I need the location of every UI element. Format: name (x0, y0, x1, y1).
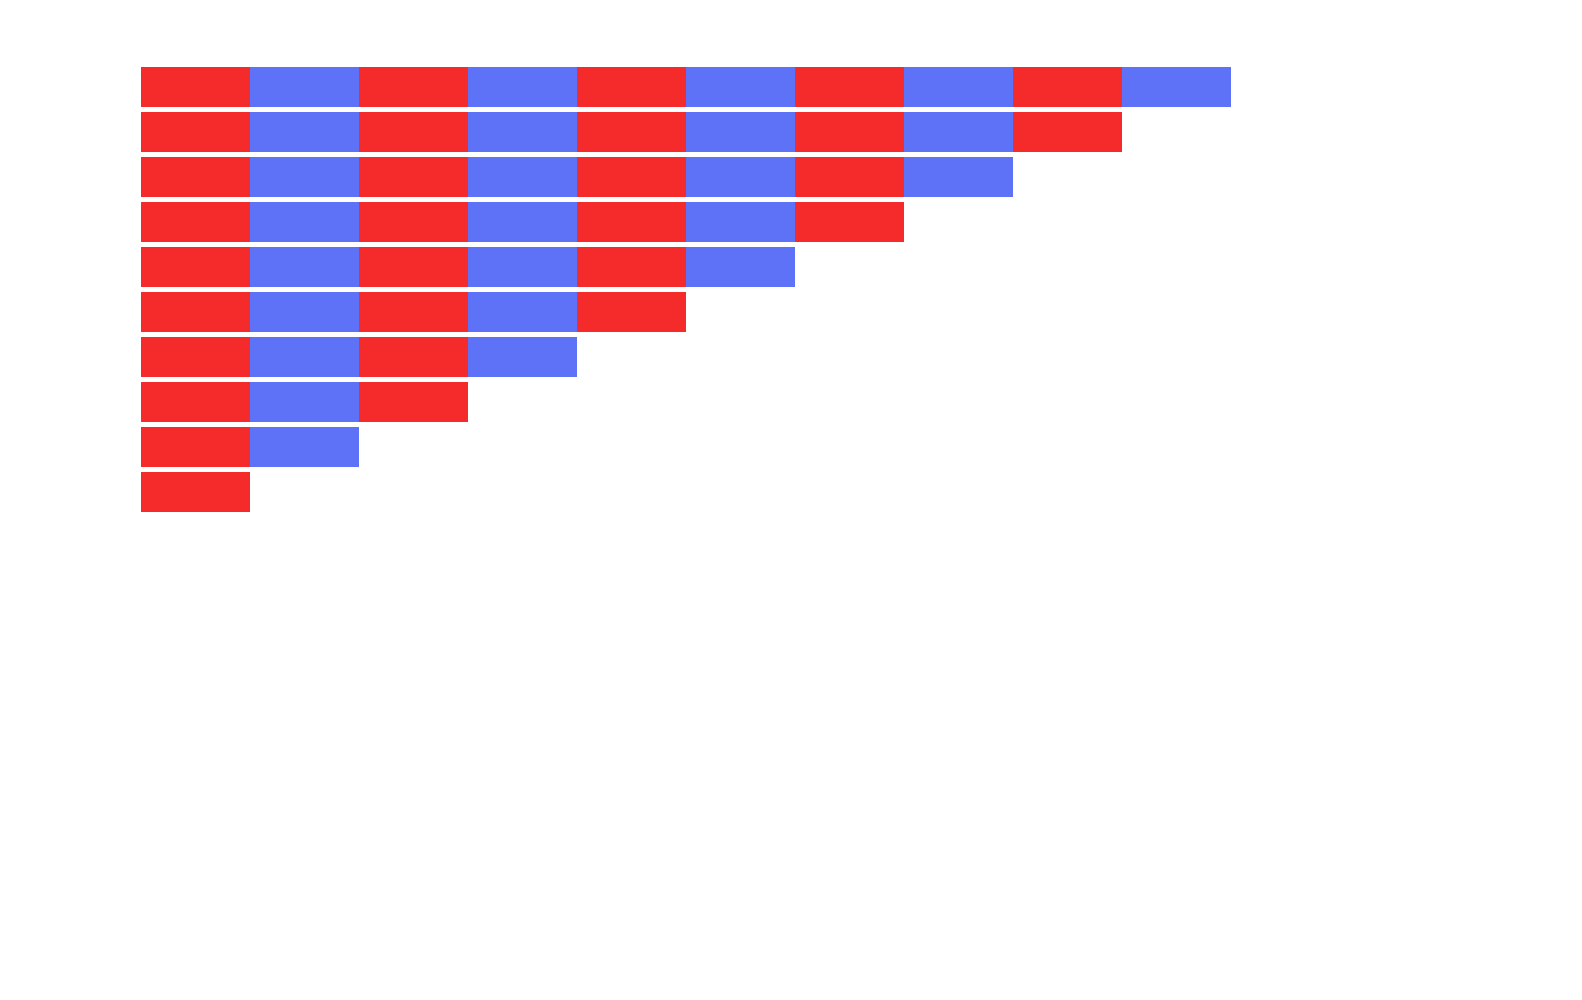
rod-segment (359, 67, 468, 107)
rod-segment (1122, 67, 1231, 107)
rod-segment (468, 157, 577, 197)
rod-segment (577, 292, 686, 332)
rod-segment (468, 292, 577, 332)
rod-segment (141, 472, 250, 512)
rod-segment (795, 67, 904, 107)
rod-segment (250, 247, 359, 287)
rod-segment (141, 382, 250, 422)
rod-segment (141, 157, 250, 197)
rod-1 (141, 472, 250, 512)
rod-segment (468, 202, 577, 242)
rod-segment (795, 112, 904, 152)
rod-segment (359, 292, 468, 332)
rod-segment (468, 337, 577, 377)
rod-segment (141, 67, 250, 107)
rod-segment (141, 202, 250, 242)
rod-segment (359, 157, 468, 197)
rod-4 (141, 337, 577, 377)
rod-segment (141, 427, 250, 467)
rod-segment (904, 112, 1013, 152)
rod-segment (795, 157, 904, 197)
rod-segment (686, 202, 795, 242)
rod-segment (577, 67, 686, 107)
rod-8 (141, 157, 1013, 197)
rod-9 (141, 112, 1122, 152)
rod-segment (250, 292, 359, 332)
rod-segment (141, 112, 250, 152)
rod-segment (141, 292, 250, 332)
rod-segment (686, 247, 795, 287)
rod-segment (250, 112, 359, 152)
rod-segment (141, 247, 250, 287)
rod-segment (686, 157, 795, 197)
rod-6 (141, 247, 795, 287)
rod-segment (250, 382, 359, 422)
rod-segment (1013, 112, 1122, 152)
rod-segment (577, 112, 686, 152)
rod-segment (795, 202, 904, 242)
rod-segment (686, 112, 795, 152)
rod-segment (904, 67, 1013, 107)
rod-segment (904, 157, 1013, 197)
rod-segment (359, 247, 468, 287)
rod-segment (359, 337, 468, 377)
rod-segment (250, 157, 359, 197)
rod-segment (577, 157, 686, 197)
rod-segment (686, 67, 795, 107)
rod-segment (468, 112, 577, 152)
rod-7 (141, 202, 904, 242)
rod-segment (141, 337, 250, 377)
rod-2 (141, 427, 359, 467)
rod-segment (1013, 67, 1122, 107)
rod-segment (577, 202, 686, 242)
rod-segment (577, 247, 686, 287)
rod-3 (141, 382, 468, 422)
rod-segment (250, 337, 359, 377)
rod-segment (359, 202, 468, 242)
rod-segment (468, 67, 577, 107)
rod-segment (359, 382, 468, 422)
rod-segment (250, 67, 359, 107)
rod-segment (250, 427, 359, 467)
rod-5 (141, 292, 686, 332)
rod-segment (468, 247, 577, 287)
rod-segment (250, 202, 359, 242)
rod-10 (141, 67, 1231, 107)
rod-segment (359, 112, 468, 152)
